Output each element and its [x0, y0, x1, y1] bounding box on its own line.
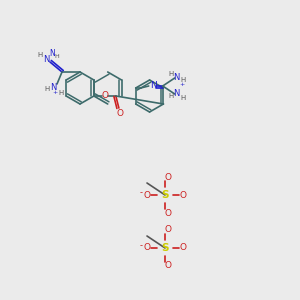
Text: O: O [179, 190, 187, 200]
Text: O: O [116, 109, 123, 118]
Text: N: N [49, 50, 55, 58]
Text: N: N [43, 56, 49, 64]
Text: O: O [143, 244, 151, 253]
Text: O: O [143, 190, 151, 200]
Text: H: H [168, 93, 173, 99]
Text: H: H [38, 52, 43, 58]
Text: H: H [55, 55, 59, 59]
Text: N: N [173, 89, 180, 98]
Text: N: N [173, 73, 180, 82]
Text: +: + [179, 82, 184, 88]
Text: S: S [161, 243, 169, 253]
Text: -: - [140, 242, 142, 250]
Text: +: + [52, 89, 58, 94]
Text: N: N [150, 82, 157, 91]
Text: H: H [180, 77, 185, 83]
Text: O: O [179, 244, 187, 253]
Text: O: O [101, 92, 108, 100]
Text: H: H [58, 90, 64, 96]
Text: O: O [164, 226, 172, 235]
Text: -: - [140, 188, 142, 197]
Text: O: O [164, 262, 172, 271]
Text: H: H [44, 86, 50, 92]
Text: O: O [164, 208, 172, 217]
Text: N: N [50, 83, 56, 92]
Text: H: H [180, 95, 185, 101]
Text: H: H [168, 71, 173, 77]
Text: O: O [164, 172, 172, 182]
Text: S: S [161, 190, 169, 200]
